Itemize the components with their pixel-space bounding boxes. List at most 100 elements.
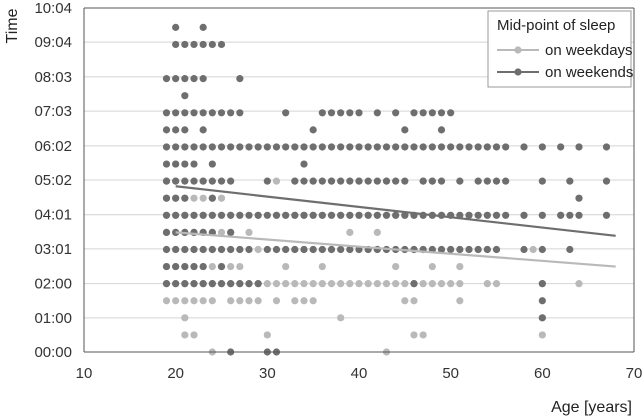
weekend-point <box>309 177 317 185</box>
weekend-point <box>392 177 400 185</box>
weekend-point <box>447 245 455 254</box>
weekend-point <box>456 177 464 185</box>
weekend-trendline <box>175 185 616 237</box>
weekend-point <box>373 211 381 219</box>
weekend-point <box>502 211 510 219</box>
y-tick-label: 02:00 <box>34 276 72 293</box>
weekend-point <box>236 143 244 151</box>
weekday-point <box>428 280 436 288</box>
x-tick-label: 10 <box>76 365 93 382</box>
x-tick-label: 40 <box>351 365 368 382</box>
weekend-point <box>575 211 583 219</box>
x-axis-title: Age [years] <box>551 399 632 416</box>
weekend-point <box>483 211 491 219</box>
weekend-point <box>181 143 189 151</box>
legend-label-weekdays: on weekdays <box>545 42 633 59</box>
legend-swatch-weekdays-marker <box>514 46 522 54</box>
weekday-point <box>291 297 299 305</box>
weekend-point <box>538 245 546 254</box>
weekend-point <box>318 177 326 185</box>
weekend-point <box>181 92 189 100</box>
weekday-point <box>172 297 180 305</box>
weekday-point <box>199 297 207 305</box>
weekend-point <box>327 143 336 151</box>
weekday-point <box>575 280 583 288</box>
weekend-point <box>236 280 244 288</box>
weekend-point <box>172 262 180 271</box>
y-tick-label: 07:03 <box>34 103 72 120</box>
weekend-point <box>162 177 171 185</box>
weekend-point <box>410 143 418 151</box>
weekend-point <box>272 211 281 219</box>
weekend-point <box>172 211 180 219</box>
weekday-point <box>318 280 326 288</box>
weekend-point <box>318 245 326 254</box>
weekend-point <box>575 194 583 202</box>
weekend-point <box>208 160 216 168</box>
weekend-point <box>538 177 546 185</box>
weekend-point <box>364 143 372 151</box>
weekend-point <box>557 211 565 219</box>
weekday-point <box>483 280 491 288</box>
weekend-point <box>245 211 253 219</box>
weekend-point <box>346 109 354 117</box>
weekday-point <box>492 280 501 288</box>
weekday-point <box>309 280 317 288</box>
weekend-point <box>172 40 180 49</box>
weekend-point <box>217 262 226 271</box>
weekend-point <box>190 40 198 49</box>
weekday-point <box>245 228 253 236</box>
x-tick-labels: 10 20 30 40 50 60 70 <box>76 365 643 382</box>
weekend-point <box>227 245 235 254</box>
weekend-point <box>318 211 326 219</box>
weekend-point <box>172 75 180 83</box>
weekend-point <box>337 245 345 254</box>
weekend-point <box>557 143 565 151</box>
weekday-point <box>217 228 226 236</box>
weekend-point <box>199 211 207 219</box>
weekend-point <box>465 245 473 254</box>
weekday-point <box>401 297 409 305</box>
weekend-point <box>437 245 446 254</box>
y-tick-label: 01:00 <box>34 310 72 327</box>
weekend-point <box>337 109 345 117</box>
weekend-point <box>474 245 482 254</box>
weekend-point <box>245 280 253 288</box>
x-tick-label: 20 <box>167 365 184 382</box>
weekend-point <box>538 314 546 322</box>
weekend-point <box>217 143 226 151</box>
weekend-point <box>181 126 189 134</box>
weekend-point <box>208 280 216 288</box>
weekday-point <box>291 280 299 288</box>
weekend-point <box>492 211 501 219</box>
weekend-point <box>208 40 216 49</box>
weekend-point <box>162 194 171 202</box>
weekend-point <box>172 143 180 151</box>
weekend-point <box>382 211 391 219</box>
weekend-point <box>337 177 345 185</box>
weekend-point <box>346 211 354 219</box>
weekday-point <box>227 297 235 305</box>
weekday-point <box>419 280 427 288</box>
weekday-point <box>236 297 244 305</box>
weekday-point <box>263 331 271 339</box>
weekend-point <box>162 109 171 117</box>
weekday-point <box>382 280 391 288</box>
weekend-point <box>602 211 611 219</box>
y-tick-label: 00:00 <box>34 344 72 361</box>
weekend-point <box>172 109 180 117</box>
weekend-point <box>254 211 262 219</box>
weekend-point <box>236 245 244 254</box>
weekend-point <box>291 177 299 185</box>
weekday-point <box>419 331 427 339</box>
weekend-point <box>181 177 189 185</box>
weekend-point <box>227 143 235 151</box>
weekend-point <box>474 211 482 219</box>
weekend-point <box>392 143 400 151</box>
weekday-point <box>272 280 281 288</box>
weekend-point <box>382 143 391 151</box>
weekend-point <box>282 211 290 219</box>
weekend-point <box>300 245 308 254</box>
weekend-point <box>236 75 244 83</box>
y-axis-title: Time <box>4 8 21 43</box>
